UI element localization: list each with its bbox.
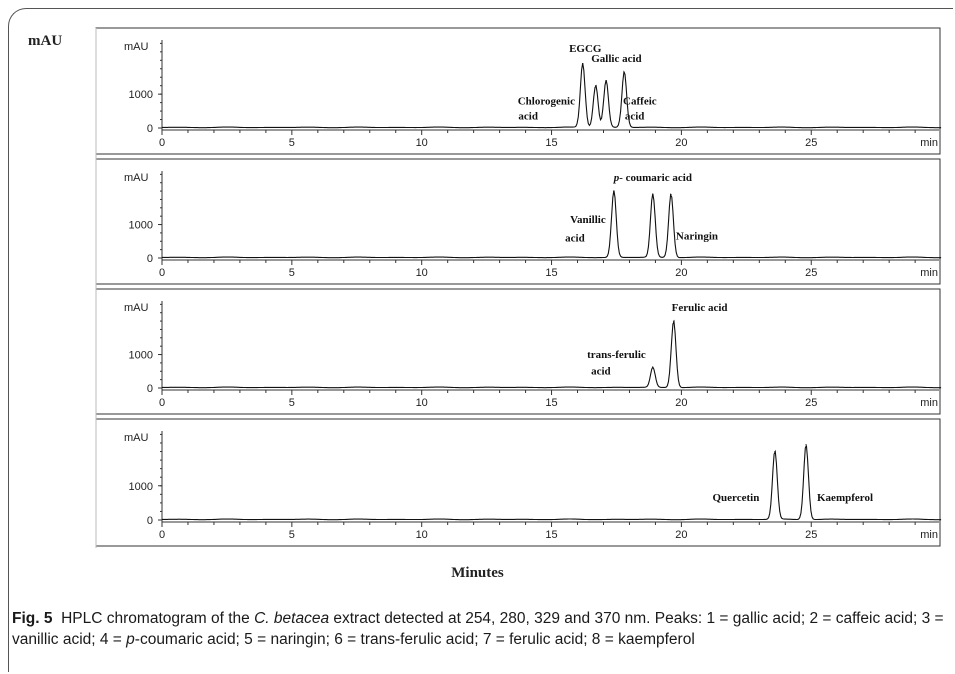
panel-3: 0 1000 mAU 0 5 10 15 20 25 min Ferulic acid trans-f… <box>95 288 942 415</box>
peak-3 <box>670 193 672 196</box>
peak-1 <box>652 367 654 369</box>
panel-y-label: mAU <box>124 302 149 314</box>
x-tick-label: 15 <box>545 529 557 541</box>
x-tick-label: 0 <box>159 137 165 149</box>
x-tick-label: 10 <box>416 529 428 541</box>
y-tick-label: 0 <box>147 123 153 135</box>
peak-4 <box>623 71 625 73</box>
peak-label: trans-ferulic <box>587 349 646 361</box>
y-tick-label: 1000 <box>129 481 153 493</box>
peak-2 <box>595 85 597 87</box>
panel-4: 0 1000 mAU 0 5 10 15 20 25 min Quercetin Kaempferol <box>95 418 942 547</box>
y-tick-label: 1000 <box>129 89 153 101</box>
chromatogram-trace <box>162 445 942 521</box>
peak-label: acid <box>518 111 538 123</box>
x-tick-label: 15 <box>545 137 557 149</box>
caption-text-2: extract detected at 254, 280, 329 and 37… <box>12 610 944 648</box>
peak-label: acid <box>591 366 611 378</box>
peak-label: Vanillic <box>570 214 606 226</box>
x-tick-label: 20 <box>675 267 687 279</box>
panel-y-label: mAU <box>124 432 149 444</box>
peak-label: Gallic acid <box>591 53 641 65</box>
panel-y-label: mAU <box>124 41 149 53</box>
x-tick-label: 5 <box>289 529 295 541</box>
x-tick-label: 25 <box>805 529 817 541</box>
x-axis-label: Minutes <box>451 565 504 581</box>
peak-label: acid <box>625 111 645 123</box>
caption-label: Fig. 5 <box>12 610 53 627</box>
y-axis-label: mAU <box>28 33 63 49</box>
panel-frame <box>95 27 941 155</box>
peak-3 <box>605 80 607 82</box>
peak-1 <box>582 63 584 65</box>
panel-2: 0 1000 mAU 0 5 10 15 20 25 min p- coumaric acid Van… <box>95 158 942 285</box>
panel-x-label: min <box>920 397 938 409</box>
x-tick-label: 25 <box>805 267 817 279</box>
x-tick-label: 0 <box>159 529 165 541</box>
y-tick-label: 0 <box>147 253 153 265</box>
figure-caption: Fig. 5 HPLC chromatogram of the C. betac… <box>12 608 947 650</box>
x-tick-label: 20 <box>675 137 687 149</box>
peak-label: Ferulic acid <box>672 302 728 314</box>
peak-2 <box>652 193 654 196</box>
x-tick-label: 15 <box>545 267 557 279</box>
panel-x-label: min <box>920 529 938 541</box>
chromatogram-trace <box>162 63 942 129</box>
peak-label: Naringin <box>676 231 718 243</box>
x-tick-label: 10 <box>416 267 428 279</box>
x-tick-label: 0 <box>159 397 165 409</box>
peak-label: Quercetin <box>713 492 760 504</box>
x-tick-label: 5 <box>289 397 295 409</box>
peak-label: Caffeic <box>623 95 657 107</box>
panel-frame <box>95 418 941 547</box>
x-tick-label: 20 <box>675 397 687 409</box>
peak-label: p- coumaric acid <box>613 172 692 184</box>
x-tick-label: 15 <box>545 397 557 409</box>
y-tick-label: 0 <box>147 515 153 527</box>
panel-frame <box>95 158 941 285</box>
x-tick-label: 25 <box>805 137 817 149</box>
y-tick-label: 0 <box>147 383 153 395</box>
peak-label: Chlorogenic <box>518 95 575 107</box>
peak-1 <box>774 450 776 453</box>
peak-1 <box>613 190 615 192</box>
x-tick-label: 25 <box>805 397 817 409</box>
caption-pcoumaric: p <box>126 631 135 648</box>
x-tick-label: 5 <box>289 267 295 279</box>
panel-x-label: min <box>920 267 938 279</box>
peak-label: Kaempferol <box>817 492 873 504</box>
x-tick-label: 0 <box>159 267 165 279</box>
chromatogram-trace <box>162 319 942 389</box>
caption-text-1: HPLC chromatogram of the <box>61 610 255 627</box>
panel-frame <box>95 288 941 415</box>
x-tick-label: 20 <box>675 529 687 541</box>
x-tick-label: 10 <box>416 397 428 409</box>
peak-2 <box>673 320 675 322</box>
peak-2 <box>805 444 807 446</box>
peak-label: acid <box>565 232 585 244</box>
panel-x-label: min <box>920 137 938 149</box>
x-tick-label: 5 <box>289 137 295 149</box>
y-tick-label: 1000 <box>129 350 153 362</box>
x-tick-label: 10 <box>416 137 428 149</box>
y-tick-label: 1000 <box>129 220 153 232</box>
caption-species: C. betacea <box>254 610 330 627</box>
panel-y-label: mAU <box>124 172 149 184</box>
figure-border <box>8 8 953 672</box>
peak-label: EGCG <box>569 43 602 55</box>
chromatogram-trace <box>162 190 942 259</box>
caption-text-3: -coumaric acid; 5 = naringin; 6 = trans-… <box>134 631 695 648</box>
